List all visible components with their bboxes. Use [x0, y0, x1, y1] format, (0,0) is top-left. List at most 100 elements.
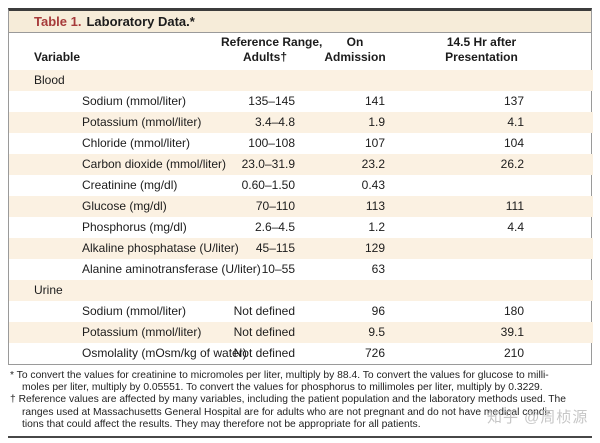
- row-spacer: [534, 196, 593, 217]
- col-header-spacer: [534, 33, 593, 70]
- col-header-admission-line2: Admission: [324, 50, 386, 64]
- row-spacer: [534, 322, 593, 343]
- footnote-dagger-line3: tions that could affect the results. The…: [22, 418, 421, 430]
- row-variable: Alkaline phosphatase (U/liter): [82, 241, 239, 255]
- row-ref-range: Not defined: [233, 304, 295, 318]
- row-spacer: [534, 301, 593, 322]
- row-on-admission: 726: [364, 346, 385, 360]
- row-on-admission: 63: [371, 262, 385, 276]
- table-title: Laboratory Data.*: [86, 14, 195, 29]
- bottom-rule: [8, 436, 592, 439]
- row-variable: Creatinine (mg/dl): [82, 178, 178, 192]
- row-variable: Sodium (mmol/liter): [82, 304, 187, 318]
- table-footnotes: * To convert the values for creatinine t…: [8, 370, 592, 431]
- table-row: Sodium (mmol/liter) Not defined 96 180: [9, 301, 593, 322]
- col-header-presentation-line1: 14.5 Hr after: [446, 35, 517, 49]
- row-variable: Alanine aminotransferase (U/liter): [82, 262, 261, 276]
- table-row: Potassium (mmol/liter) Not defined 9.5 3…: [9, 322, 593, 343]
- col-header-reference-range: Reference Range, Adults†: [221, 33, 322, 70]
- row-variable: Potassium (mmol/liter): [82, 115, 202, 129]
- row-ref-range: Not defined: [233, 346, 295, 360]
- section-label: Blood: [34, 73, 65, 87]
- row-variable: Osmolality (mOsm/kg of water): [82, 346, 247, 360]
- col-header-reference-line1: Reference Range,: [221, 35, 323, 49]
- row-variable: Potassium (mmol/liter): [82, 325, 202, 339]
- row-ref-range: 135–145: [248, 94, 295, 108]
- row-spacer: [534, 112, 593, 133]
- row-ref-range: 100–108: [248, 136, 295, 150]
- row-ref-range: 2.6–4.5: [254, 220, 295, 234]
- row-on-admission: 23.2: [361, 157, 385, 171]
- table-row: Osmolality (mOsm/kg of water) Not define…: [9, 343, 593, 364]
- section-row-urine: Urine: [9, 280, 593, 301]
- table-title-bar: Table 1. Laboratory Data.*: [9, 11, 591, 33]
- row-on-admission: 107: [364, 136, 385, 150]
- table-row: Creatinine (mg/dl) 0.60–1.50 0.43: [9, 175, 593, 196]
- column-header-row: Variable Reference Range, Adults† On Admis…: [9, 33, 593, 70]
- row-after-presentation: 39.1: [500, 325, 524, 339]
- col-header-variable: Variable: [34, 50, 81, 64]
- col-header-after-presentation: 14.5 Hr after Presentation: [401, 33, 534, 70]
- row-on-admission: 96: [371, 304, 385, 318]
- row-spacer: [534, 217, 593, 238]
- row-on-admission: 129: [364, 241, 385, 255]
- row-variable: Carbon dioxide (mmol/liter): [82, 157, 227, 171]
- row-after-presentation: 137: [503, 94, 524, 108]
- col-header-admission-line1: On: [346, 35, 364, 49]
- row-after-presentation: [401, 238, 534, 259]
- row-spacer: [534, 259, 593, 280]
- table-row: Phosphorus (mg/dl) 2.6–4.5 1.2 4.4: [9, 217, 593, 238]
- row-ref-range: 10–55: [261, 262, 295, 276]
- row-spacer: [534, 133, 593, 154]
- row-after-presentation: 111: [505, 199, 524, 213]
- table-row: Alkaline phosphatase (U/liter) 45–115 12…: [9, 238, 593, 259]
- row-ref-range: 45–115: [255, 241, 295, 255]
- col-header-on-admission: On Admission: [309, 33, 401, 70]
- section-row-blood: Blood: [9, 70, 593, 91]
- row-on-admission: 9.5: [368, 325, 385, 339]
- row-after-presentation: 210: [503, 346, 524, 360]
- row-on-admission: 0.43: [361, 178, 385, 192]
- table-row: Glucose (mg/dl) 70–110 113 111: [9, 196, 593, 217]
- row-spacer: [534, 343, 593, 364]
- table-row: Potassium (mmol/liter) 3.4–4.8 1.9 4.1: [9, 112, 593, 133]
- row-variable: Glucose (mg/dl): [82, 199, 167, 213]
- row-ref-range: Not defined: [233, 325, 295, 339]
- row-variable: Sodium (mmol/liter): [82, 94, 187, 108]
- row-ref-range: 70–110: [255, 199, 295, 213]
- section-label: Urine: [34, 283, 63, 297]
- row-after-presentation: 104: [503, 136, 524, 150]
- row-spacer: [534, 238, 593, 259]
- row-after-presentation: 26.2: [500, 157, 524, 171]
- row-on-admission: 1.2: [368, 220, 385, 234]
- row-ref-range: 3.4–4.8: [254, 115, 295, 129]
- row-on-admission: 1.9: [368, 115, 385, 129]
- row-on-admission: 113: [365, 199, 385, 213]
- row-spacer: [534, 175, 593, 196]
- lab-table-figure: Table 1. Laboratory Data.* Variable Refer…: [8, 8, 593, 439]
- footnote-dagger-line1: † Reference values are affected by many …: [10, 394, 567, 406]
- row-after-presentation: 180: [503, 304, 524, 318]
- table-row: Chloride (mmol/liter) 100–108 107 104: [9, 133, 593, 154]
- row-variable: Chloride (mmol/liter): [82, 136, 191, 150]
- row-after-presentation: 4.1: [507, 115, 524, 129]
- row-variable: Phosphorus (mg/dl): [82, 220, 187, 234]
- table-row: Alanine aminotransferase (U/liter) 10–55…: [9, 259, 593, 280]
- row-ref-range: 23.0–31.9: [241, 157, 295, 171]
- footnote-asterisk-line1: * To convert the values for creatinine t…: [10, 370, 549, 381]
- table-row: Carbon dioxide (mmol/liter) 23.0–31.9 23…: [9, 154, 593, 175]
- row-after-presentation: [401, 259, 534, 280]
- row-after-presentation: [401, 175, 534, 196]
- row-on-admission: 141: [364, 94, 385, 108]
- table-row: Sodium (mmol/liter) 135–145 141 137: [9, 91, 593, 112]
- table-frame: Table 1. Laboratory Data.* Variable Refer…: [8, 8, 593, 365]
- row-after-presentation: 4.4: [507, 220, 524, 234]
- footnote-dagger-line2: ranges used at Massachusetts General Hos…: [22, 406, 551, 418]
- row-ref-range: 0.60–1.50: [241, 178, 295, 192]
- col-header-presentation-line2: Presentation: [445, 50, 518, 64]
- col-header-reference-line2: Adults†: [242, 50, 287, 64]
- footnote-asterisk-line2: moles per liter, multiply by 0.05551. To…: [22, 382, 543, 394]
- row-spacer: [534, 91, 593, 112]
- table-number: Table 1.: [34, 14, 82, 29]
- lab-data-table: Variable Reference Range, Adults† On Admis…: [9, 33, 593, 364]
